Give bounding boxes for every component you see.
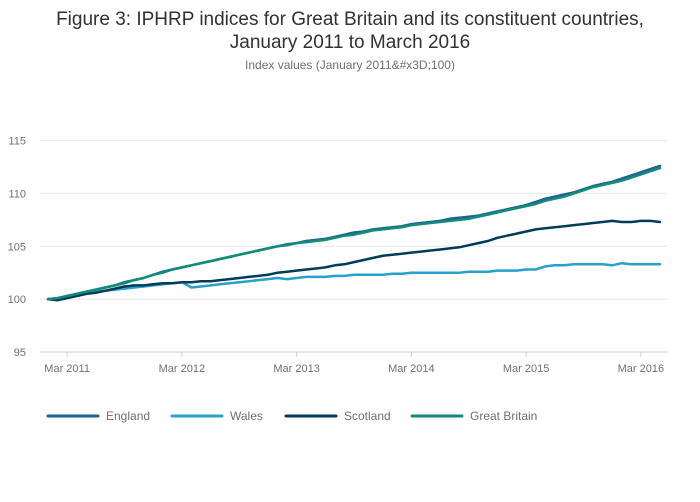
x-tick-label: Mar 2014 [388, 363, 434, 375]
x-tick-label: Mar 2015 [503, 363, 549, 375]
series-line-wales[interactable] [46, 261, 662, 301]
y-tick-label: 95 [14, 347, 26, 359]
legend[interactable]: England Wales Scotland Great Britain [46, 409, 537, 423]
y-tick-label: 110 [8, 188, 26, 200]
x-tick-label: Mar 2011 [44, 363, 90, 375]
series-lines [46, 164, 662, 302]
series-line-great-britain[interactable] [46, 166, 662, 301]
legend-item-wales[interactable]: Wales [170, 409, 263, 423]
y-tick-label: 100 [8, 294, 26, 306]
series-line-scotland[interactable] [46, 219, 662, 302]
x-tick-label: Mar 2012 [159, 363, 205, 375]
chart-subtitle: Index values (January 2011&#x3D;100) [245, 58, 455, 72]
legend-label: Great Britain [470, 409, 537, 423]
grid-lines [40, 140, 668, 353]
x-tick-label: Mar 2013 [273, 363, 319, 375]
legend-label: England [106, 409, 150, 423]
legend-item-great-britain[interactable]: Great Britain [410, 409, 537, 423]
chart-title-line1: Figure 3: IPHRP indices for Great Britai… [56, 9, 644, 30]
x-axis: Mar 2011 Mar 2012 Mar 2013 Mar 2014 Mar 2015… [44, 352, 664, 375]
y-tick-label: 105 [8, 241, 26, 253]
legend-item-scotland[interactable]: Scotland [284, 409, 391, 423]
legend-label: Scotland [344, 409, 391, 423]
x-tick-label: Mar 2016 [618, 363, 664, 375]
legend-label: Wales [230, 409, 263, 423]
legend-item-england[interactable]: England [46, 409, 150, 423]
chart-title-line2: January 2011 to March 2016 [229, 32, 471, 53]
chart-title: Figure 3: IPHRP indices for Great Britai… [0, 8, 700, 54]
y-tick-label: 115 [8, 136, 26, 148]
y-axis: 95 100 105 110 115 [8, 136, 26, 359]
